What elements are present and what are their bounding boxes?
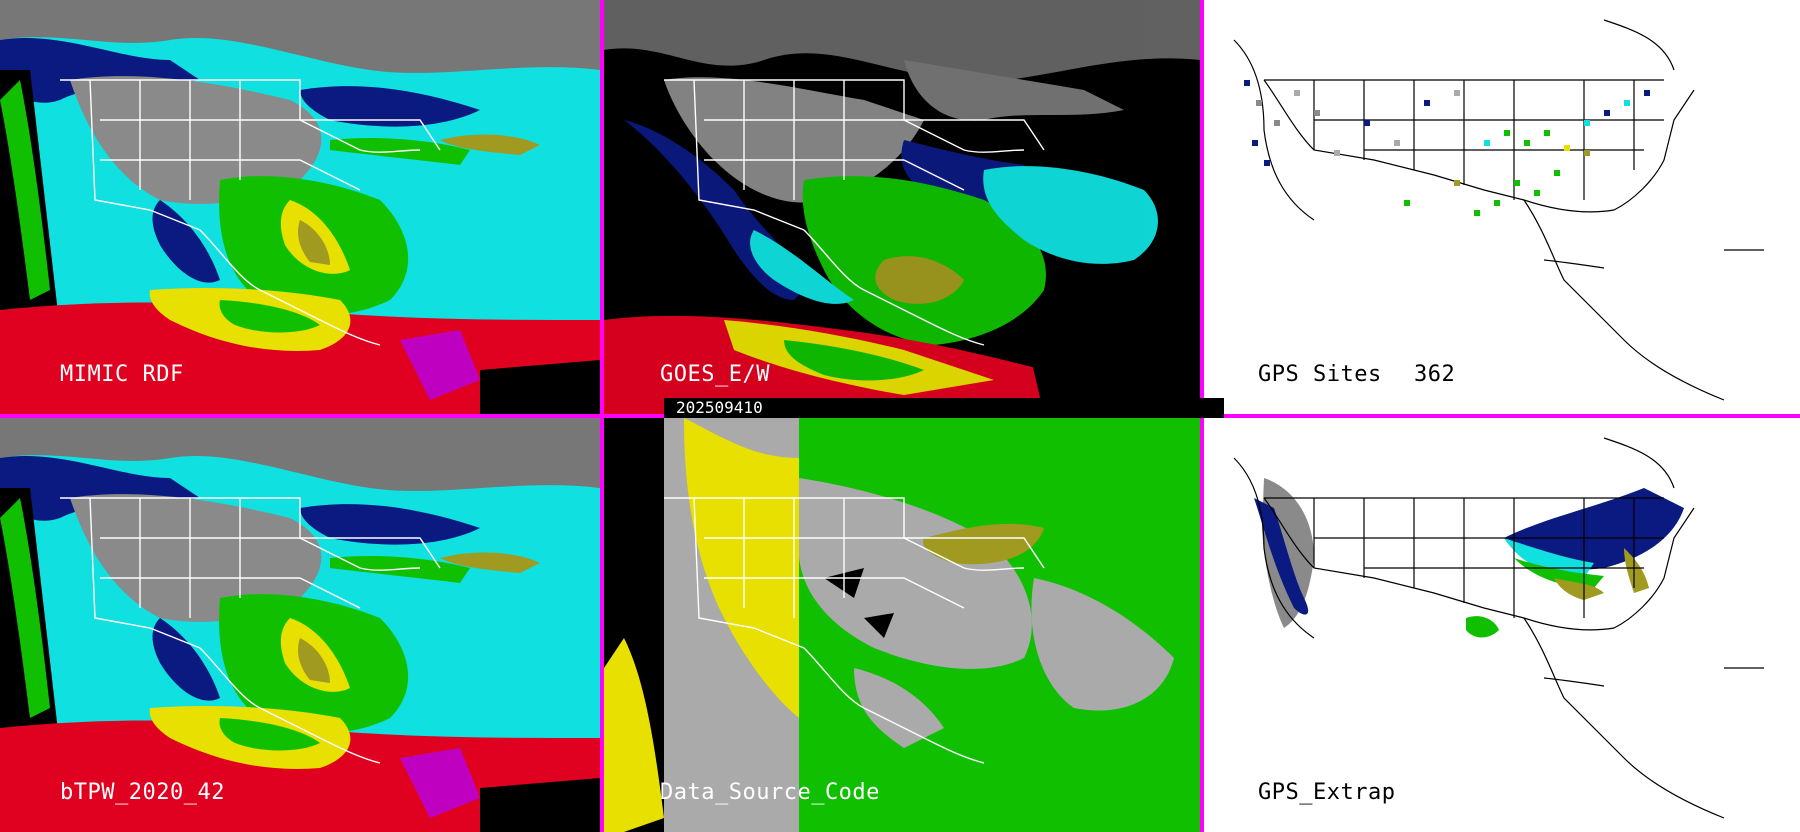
panel-label: MIMIC RDF — [60, 362, 184, 387]
panel-data-source-code: Data_Source_Code — [604, 418, 1200, 832]
panel-label: GPS Sites — [1258, 362, 1382, 387]
gps-extrap-map — [1204, 418, 1800, 832]
timestamp-bar: 202509410 — [664, 398, 1224, 418]
panel-mimic-rdf: MIMIC RDF — [0, 0, 600, 414]
panel-label: Data_Source_Code — [660, 780, 880, 805]
btpw-image — [0, 418, 600, 832]
panel-gps-extrap: GPS_Extrap — [1204, 418, 1800, 832]
gps-sites-map — [1204, 0, 1800, 414]
panel-label: GOES_E/W — [660, 362, 770, 387]
goes-ew-image — [604, 0, 1200, 414]
timestamp: 202509410 — [676, 398, 763, 417]
panel-gps-sites: GPS Sites 362 — [1204, 0, 1800, 414]
panel-label: GPS_Extrap — [1258, 780, 1396, 805]
panel-btpw: bTPW_2020_42 — [0, 418, 600, 832]
panel-label: bTPW_2020_42 — [60, 780, 225, 805]
gps-site-count: 362 — [1414, 362, 1456, 387]
mimic-rdf-image — [0, 0, 600, 414]
data-source-code-image — [604, 418, 1200, 832]
panel-goes-ew: GOES_E/W — [604, 0, 1200, 414]
gps-site-markers — [1244, 80, 1650, 216]
